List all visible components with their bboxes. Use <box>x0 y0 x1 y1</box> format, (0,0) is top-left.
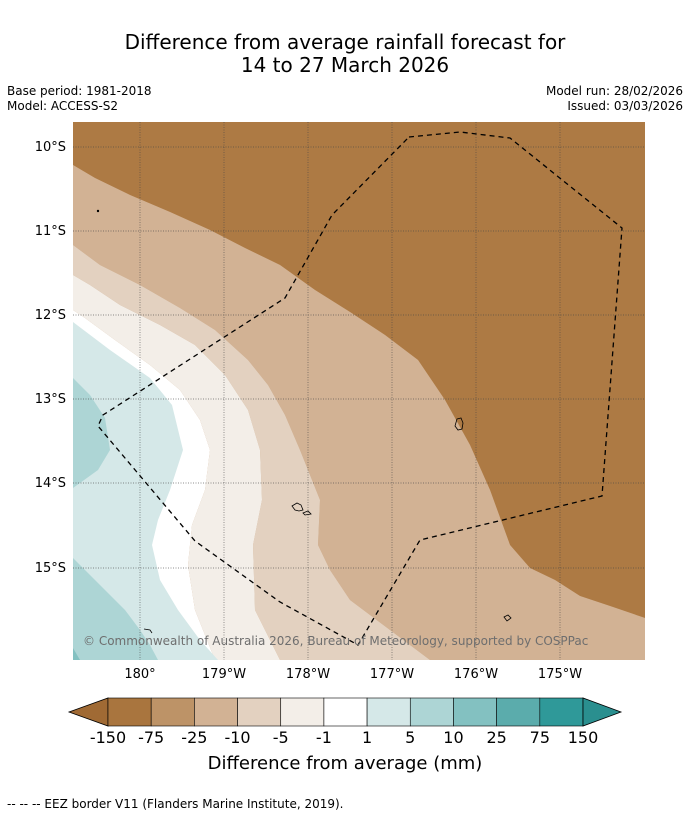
islands <box>96 209 512 634</box>
island-southwest <box>143 628 153 634</box>
lon-label-179w: 179°W <box>202 667 246 682</box>
cb-label-9: 25 <box>486 728 507 747</box>
cb-label-1: -75 <box>138 728 165 747</box>
island-southeast <box>503 614 512 622</box>
lon-label-177w: 177°W <box>370 667 414 682</box>
lat-label-13s: 13°S <box>35 392 66 407</box>
lat-label-11s: 11°S <box>35 224 66 239</box>
model-run: Model run: 28/02/2026 <box>545 84 683 98</box>
lon-label-176w: 176°W <box>454 667 498 682</box>
zone-75-25-dry <box>73 122 645 618</box>
lat-label-10s: 10°S <box>35 140 66 155</box>
colorbar-bin <box>194 697 238 727</box>
model-name: Model: ACCESS-S2 <box>7 99 119 113</box>
latitude-labels: 10°S 11°S 12°S 13°S 14°S 15°S <box>35 140 66 576</box>
meta-left: Base period: 1981-2018 Model: ACCESS-S2 <box>7 84 152 114</box>
colorbar-bin <box>496 697 541 727</box>
cb-label-2: -25 <box>181 728 208 747</box>
issued-date: Issued: 03/03/2026 <box>567 99 683 113</box>
colorbar-bin <box>107 697 152 727</box>
title-line-1: Difference from average rainfall forecas… <box>124 30 566 54</box>
cb-label-0: -150 <box>89 728 127 747</box>
gridlines <box>73 122 645 660</box>
cb-label-7: 5 <box>405 728 416 747</box>
island-northwest <box>96 209 100 213</box>
eez-footnote: -- -- -- EEZ border V11 (Flanders Marine… <box>7 797 344 811</box>
colorbar-bin <box>150 697 195 727</box>
cb-label-4: -5 <box>272 728 289 747</box>
cb-label-8: 10 <box>443 728 464 747</box>
rainfall-anomaly-field <box>73 122 645 660</box>
island-central <box>291 502 304 512</box>
cb-label-6: 1 <box>361 728 373 747</box>
zone-5-1 <box>73 275 280 660</box>
cb-label-11: 150 <box>567 728 599 747</box>
island-central-b <box>302 510 312 516</box>
lon-label-180: 180° <box>124 667 155 682</box>
copyright-notice: © Commonwealth of Australia 2026, Bureau… <box>83 634 588 648</box>
colorbar-bin <box>237 697 282 727</box>
zone-25-10 <box>73 165 645 660</box>
colorbar-bin <box>539 697 584 727</box>
lat-label-12s: 12°S <box>35 308 66 323</box>
zone-10-5 <box>73 245 430 660</box>
longitude-labels: 180° 179°W 178°W 177°W 176°W 175°W <box>124 667 582 682</box>
lat-label-14s: 14°S <box>35 476 66 491</box>
meta-right: Model run: 28/02/2026 Issued: 03/03/2026 <box>546 84 683 114</box>
eez-border <box>97 131 623 646</box>
map-title: Difference from average rainfall forecas… <box>0 31 690 77</box>
colorbar-extend-low <box>67 697 109 727</box>
colorbar-title: Difference from average (mm) <box>207 753 483 774</box>
colorbar-extend-high <box>582 697 623 727</box>
lon-label-175w: 175°W <box>538 667 582 682</box>
title-line-2: 14 to 27 March 2026 <box>240 53 450 77</box>
base-period: Base period: 1981-2018 <box>7 84 152 98</box>
colorbar-bin <box>453 697 497 727</box>
island-east <box>454 417 464 431</box>
zone-5-10-north <box>73 378 110 488</box>
zone-5-10-south <box>73 558 158 660</box>
zone-1-5 <box>73 322 218 660</box>
colorbar <box>67 697 623 727</box>
colorbar-bin <box>280 697 325 727</box>
cb-label-10: 75 <box>529 728 550 747</box>
zone-10-25-south <box>73 648 80 660</box>
lat-label-15s: 15°S <box>35 561 66 576</box>
cb-label-5: -1 <box>315 728 332 747</box>
lon-label-178w: 178°W <box>286 667 330 682</box>
colorbar-bin <box>366 697 411 727</box>
cb-label-3: -10 <box>224 728 251 747</box>
colorbar-bin <box>323 697 368 727</box>
colorbar-bin <box>409 697 454 727</box>
